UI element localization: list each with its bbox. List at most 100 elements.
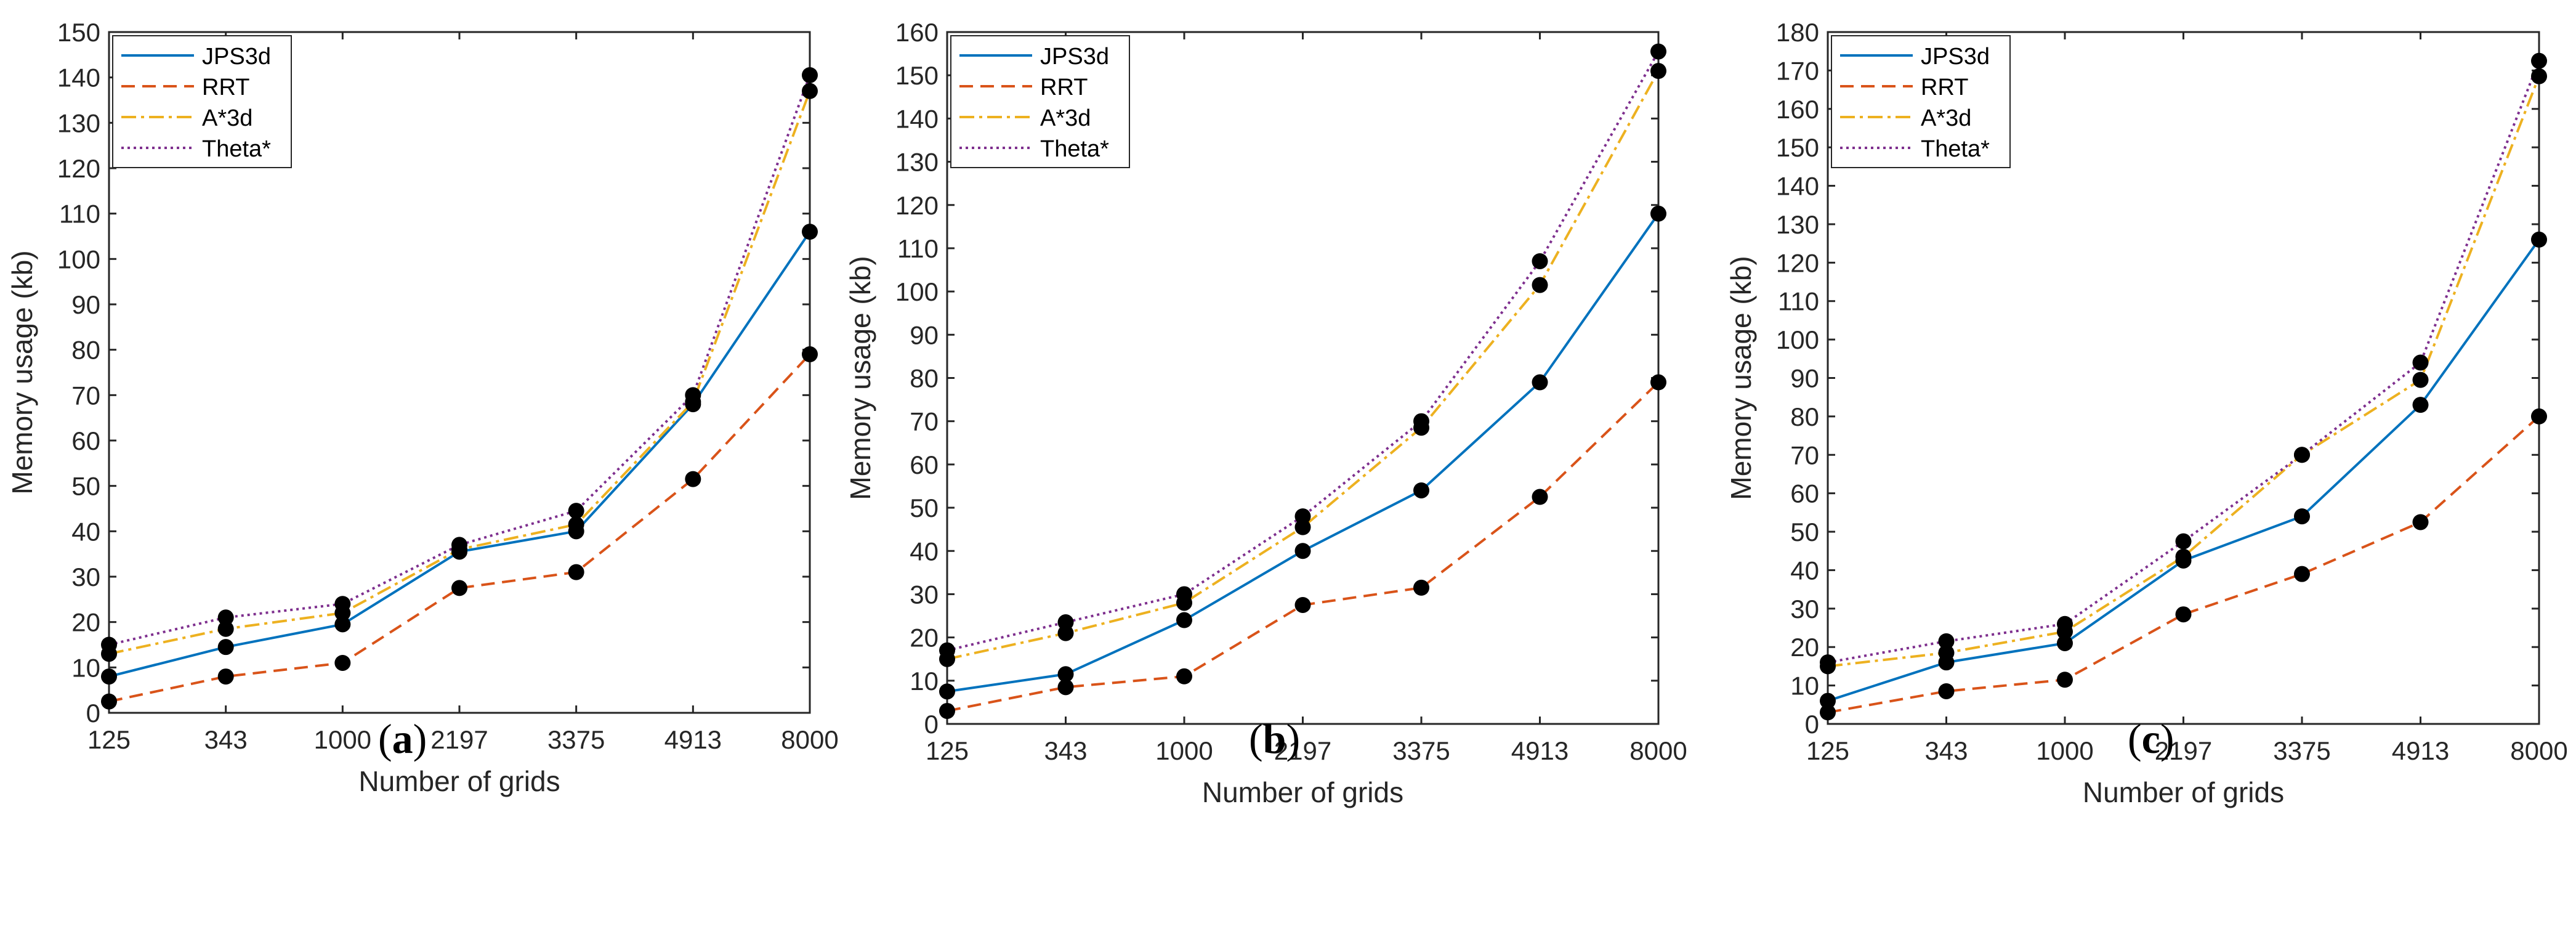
panel-label-b: (b) bbox=[1249, 715, 1301, 762]
y-tick-label-c-4: 40 bbox=[1790, 556, 1819, 585]
data-point-b-RRT-2 bbox=[1176, 668, 1192, 684]
x-tick-label-a-4: 3375 bbox=[547, 725, 605, 754]
data-point-c-A*3d-5 bbox=[2412, 372, 2429, 388]
data-point-b-A*3d-6 bbox=[1650, 63, 1666, 79]
y-tick-label-c-17: 170 bbox=[1776, 56, 1819, 85]
y-tick-label-a-2: 20 bbox=[71, 608, 100, 637]
chart-panel-c: 0 10 20 30 40 50 60 70 80 90 100 110 120 130 140 150 160… bbox=[1725, 18, 2568, 808]
x-axis-label-c: Number of grids bbox=[2083, 776, 2284, 808]
data-point-a-JPS3d-0 bbox=[101, 668, 117, 685]
legend-label-a-JPS3d: JPS3d bbox=[202, 44, 271, 70]
x-tick-label-a-0: 125 bbox=[87, 725, 131, 754]
data-point-a-Theta*-4 bbox=[568, 503, 584, 519]
y-tick-label-a-1: 10 bbox=[71, 653, 100, 682]
data-point-a-RRT-1 bbox=[217, 668, 234, 685]
x-tick-label-c-2: 1000 bbox=[2036, 736, 2093, 765]
y-tick-label-a-3: 30 bbox=[71, 563, 100, 591]
data-point-a-Theta*-0 bbox=[101, 636, 117, 653]
data-point-b-RRT-0 bbox=[939, 702, 955, 719]
data-point-b-JPS3d-4 bbox=[1413, 482, 1429, 498]
data-point-a-Theta*-1 bbox=[217, 609, 234, 626]
y-tick-label-a-7: 70 bbox=[71, 381, 100, 410]
y-tick-label-c-9: 90 bbox=[1790, 364, 1819, 393]
y-tick-label-b-12: 120 bbox=[895, 191, 939, 220]
x-tick-label-b-4: 3375 bbox=[1392, 736, 1450, 765]
y-tick-label-a-6: 60 bbox=[71, 426, 100, 455]
y-tick-label-b-0: 0 bbox=[924, 710, 939, 739]
legend-label-c-RRT: RRT bbox=[1921, 75, 1968, 100]
data-point-a-Theta*-3 bbox=[451, 537, 467, 553]
y-tick-label-c-5: 50 bbox=[1790, 518, 1819, 546]
x-tick-label-c-1: 343 bbox=[1924, 736, 1968, 765]
y-tick-label-b-4: 40 bbox=[910, 537, 939, 566]
data-point-b-RRT-4 bbox=[1413, 579, 1429, 596]
data-point-b-JPS3d-3 bbox=[1294, 543, 1311, 559]
x-tick-label-c-6: 8000 bbox=[2510, 736, 2567, 765]
y-tick-label-a-15: 150 bbox=[57, 18, 100, 47]
x-tick-label-b-1: 343 bbox=[1044, 736, 1087, 765]
legend-label-b-A*3d: A*3d bbox=[1040, 105, 1091, 131]
legend-label-b-RRT: RRT bbox=[1040, 75, 1088, 100]
data-point-a-RRT-5 bbox=[685, 471, 701, 487]
data-point-a-RRT-2 bbox=[334, 654, 351, 671]
y-tick-label-c-12: 120 bbox=[1776, 248, 1819, 277]
y-tick-label-b-15: 150 bbox=[895, 61, 939, 90]
panel-label-b-letter: b bbox=[1262, 715, 1286, 762]
data-point-c-JPS3d-5 bbox=[2412, 397, 2429, 413]
panel-label-a-letter: a bbox=[392, 715, 413, 762]
chart-panel-b: 0 10 20 30 40 50 60 70 80 90 100 110 120 130 140 150 160… bbox=[844, 18, 1687, 808]
data-point-c-JPS3d-4 bbox=[2294, 508, 2310, 525]
y-tick-label-c-6: 60 bbox=[1790, 479, 1819, 508]
y-tick-label-a-10: 100 bbox=[57, 245, 100, 274]
x-tick-label-b-6: 8000 bbox=[1629, 736, 1687, 765]
y-tick-label-b-8: 80 bbox=[910, 364, 939, 393]
data-point-a-JPS3d-2 bbox=[334, 616, 351, 633]
panel-label-c: (c) bbox=[2128, 715, 2174, 762]
legend-b bbox=[950, 35, 1130, 168]
data-point-c-Theta*-5 bbox=[2412, 354, 2429, 371]
legend-c bbox=[1831, 35, 2011, 168]
data-point-b-Theta*-3 bbox=[1294, 508, 1311, 525]
y-tick-label-c-14: 140 bbox=[1776, 172, 1819, 201]
y-tick-label-a-12: 120 bbox=[57, 154, 100, 183]
y-tick-label-c-13: 130 bbox=[1776, 210, 1819, 239]
data-point-c-RRT-5 bbox=[2412, 514, 2429, 530]
data-point-c-JPS3d-6 bbox=[2531, 231, 2547, 248]
y-tick-label-c-3: 30 bbox=[1790, 595, 1819, 623]
data-point-c-RRT-6 bbox=[2531, 408, 2547, 424]
data-point-a-Theta*-5 bbox=[685, 387, 701, 404]
data-point-c-RRT-2 bbox=[2057, 672, 2073, 688]
data-point-a-RRT-0 bbox=[101, 693, 117, 710]
y-tick-label-b-16: 160 bbox=[895, 18, 939, 47]
data-point-a-A*3d-1 bbox=[217, 620, 234, 637]
x-tick-label-c-0: 125 bbox=[1806, 736, 1849, 765]
data-point-c-RRT-0 bbox=[1820, 704, 1836, 721]
data-point-b-Theta*-1 bbox=[1057, 614, 1074, 631]
data-point-a-JPS3d-6 bbox=[802, 224, 818, 240]
x-tick-label-b-3: 2197 bbox=[1274, 736, 1331, 765]
x-tick-label-a-6: 8000 bbox=[781, 725, 838, 754]
y-tick-label-a-4: 40 bbox=[71, 517, 100, 546]
y-tick-label-a-0: 0 bbox=[86, 699, 100, 728]
x-axis-label-b: Number of grids bbox=[1202, 776, 1403, 808]
data-point-c-RRT-1 bbox=[1938, 683, 1955, 699]
x-axis-label-a: Number of grids bbox=[358, 765, 560, 797]
y-tick-label-b-5: 50 bbox=[910, 493, 939, 522]
x-tick-label-b-5: 4913 bbox=[1511, 736, 1569, 765]
legend-label-c-Theta*: Theta* bbox=[1921, 136, 1990, 162]
data-point-b-Theta*-0 bbox=[939, 642, 955, 659]
data-point-c-JPS3d-2 bbox=[2057, 635, 2073, 651]
data-point-b-RRT-1 bbox=[1057, 679, 1074, 696]
y-tick-label-b-10: 100 bbox=[895, 277, 939, 306]
data-point-a-RRT-3 bbox=[451, 580, 467, 596]
data-point-c-RRT-4 bbox=[2294, 566, 2310, 582]
y-tick-label-b-3: 30 bbox=[910, 580, 939, 609]
data-point-b-JPS3d-6 bbox=[1650, 205, 1666, 222]
y-tick-label-b-11: 110 bbox=[897, 234, 939, 263]
panel-label-c-letter: c bbox=[2141, 715, 2160, 762]
data-point-c-Theta*-3 bbox=[2175, 533, 2192, 550]
x-tick-label-b-2: 1000 bbox=[1155, 736, 1213, 765]
data-point-c-JPS3d-0 bbox=[1820, 692, 1836, 709]
data-point-c-A*3d-3 bbox=[2175, 548, 2192, 565]
